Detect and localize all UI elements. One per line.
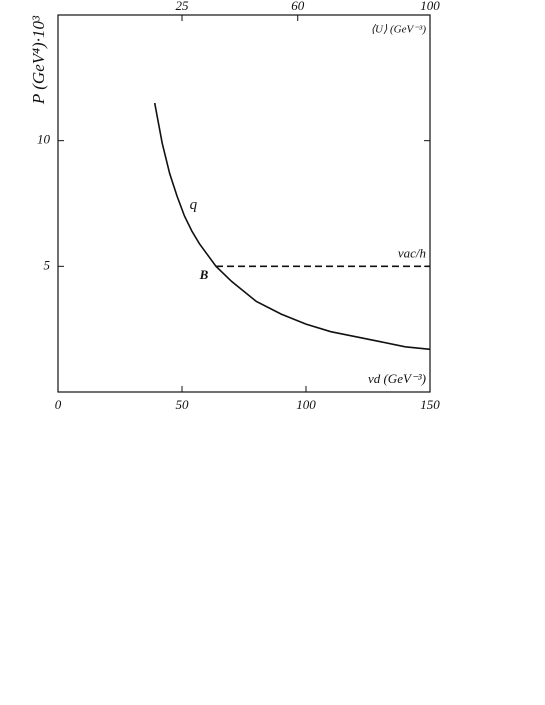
- y-tick-label: 10: [37, 132, 51, 147]
- series-label: q: [190, 197, 198, 213]
- series-label: vac/h: [398, 245, 426, 260]
- x-tick-label: 150: [420, 397, 440, 412]
- y-tick-label: 5: [44, 257, 51, 272]
- point-label: B: [199, 267, 209, 282]
- x2-tick-label: 60: [291, 0, 305, 13]
- x-tick-label: 0: [55, 397, 62, 412]
- x2-tick-label: 25: [176, 0, 190, 13]
- x2-axis-label: ⟨U⟩ (GeV⁻³): [371, 24, 427, 36]
- x-axis-label: vd (GeV⁻³): [368, 371, 426, 386]
- y-axis-label: P (GeV⁴)·10³: [29, 15, 48, 105]
- x-tick-label: 50: [176, 397, 190, 412]
- series-line: [153, 102, 431, 351]
- x-tick-label: 100: [296, 397, 316, 412]
- x2-tick-label: 100: [420, 0, 440, 13]
- plot-frame: [57, 14, 431, 393]
